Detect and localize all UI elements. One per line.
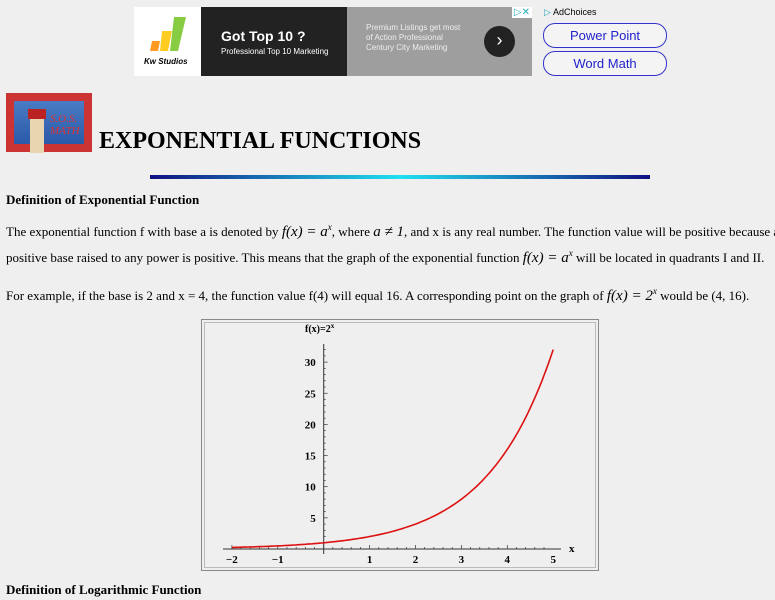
- ad-brand: Kw Studios: [144, 57, 188, 66]
- adchoices-label: AdChoices: [552, 7, 597, 17]
- x-tick-label: −2: [226, 554, 238, 566]
- text: positive base raised to any power is pos…: [6, 250, 523, 265]
- text: , and x is any real number. The function…: [404, 224, 775, 239]
- x-tick-label: −1: [272, 554, 284, 566]
- paragraph-1-line-1: The exponential function f with base a i…: [6, 219, 775, 240]
- formula-text: f(x) = a: [522, 250, 569, 266]
- formula-cond: a ≠ 1: [373, 224, 404, 240]
- lighthouse-lamp: [28, 109, 46, 119]
- advertisement-banner[interactable]: Kw Studios Got Top 10 ? Professional Top…: [134, 7, 532, 76]
- formula-exp: x: [568, 248, 573, 258]
- word-math-button[interactable]: Word Math: [543, 51, 667, 76]
- exp-def-heading: Definition of Exponential Function: [6, 192, 200, 207]
- x-tick-label: 1: [367, 554, 373, 566]
- formula: f(x) = ax: [281, 222, 332, 240]
- page-title: EXPONENTIAL FUNCTIONS: [99, 128, 422, 154]
- formula: f(x) = ax: [522, 248, 573, 266]
- adchoices-icon: ▷: [544, 7, 553, 17]
- bar-logo-icon: [150, 17, 186, 51]
- lighthouse-icon: [30, 115, 44, 153]
- y-tick-label: 15: [305, 451, 317, 463]
- log-def-heading: Definition of Logarithmic Function: [6, 582, 202, 597]
- formula-text: f(x) = a: [281, 224, 328, 240]
- x-tick-label: 5: [550, 554, 556, 566]
- ad-side[interactable]: Premium Listings get most of Action Prof…: [347, 7, 532, 76]
- chevron-right-icon[interactable]: ›: [484, 26, 515, 57]
- paragraph-2: For example, if the base is 2 and x = 4,…: [6, 283, 749, 304]
- text: For example, if the base is 2 and x = 4,…: [6, 288, 607, 303]
- y-tick-label: 5: [310, 513, 316, 525]
- formula-text: f(x) = 2: [606, 288, 653, 304]
- formula-exp: x: [327, 222, 332, 232]
- power-point-button[interactable]: Power Point: [543, 23, 667, 48]
- x-axis-label: x: [569, 543, 575, 555]
- divider: [150, 175, 650, 179]
- text: The exponential function f with base a i…: [6, 224, 282, 239]
- ad-subline: Professional Top 10 Marketing: [221, 47, 329, 56]
- formula-exp: x: [652, 286, 657, 296]
- text: would be (4, 16).: [656, 288, 750, 303]
- series-line: [231, 349, 554, 549]
- ad-headline: Got Top 10 ?: [221, 28, 306, 44]
- paragraph-1-line-2: positive base raised to any power is pos…: [6, 245, 764, 266]
- text: , where: [331, 224, 374, 239]
- exponential-chart: −2 −1 1 2 3 4 5 5 10 15 20 25 30 x f(x)=2x: [201, 319, 599, 571]
- y-axis-label: f(x)=2x: [305, 322, 335, 335]
- ad-main[interactable]: Got Top 10 ? Professional Top 10 Marketi…: [201, 7, 347, 76]
- ad-close-icon[interactable]: ▷✕: [511, 7, 532, 18]
- formula: f(x) = 2x: [606, 286, 657, 304]
- ad-logo: Kw Studios: [134, 7, 201, 76]
- y-tick-label: 30: [305, 357, 317, 369]
- y-tick-label: 25: [305, 388, 317, 400]
- text: will be located in quadrants I and II.: [572, 250, 765, 265]
- x-tick-label: 2: [413, 554, 419, 566]
- chart-svg: −2 −1 1 2 3 4 5 5 10 15 20 25 30 x f(x)=2x: [223, 322, 575, 566]
- adchoices-link[interactable]: ▷ AdChoices: [544, 7, 596, 18]
- x-tick-label: 4: [505, 554, 511, 566]
- ad-side-text: Premium Listings get most of Action Prof…: [366, 23, 461, 52]
- sos-math-logo[interactable]: S.O.S. MATH: [6, 93, 92, 153]
- x-tick-label: 3: [459, 554, 465, 566]
- y-tick-label: 20: [305, 419, 317, 431]
- y-tick-label: 10: [305, 482, 317, 494]
- logo-text: S.O.S. MATH: [50, 113, 80, 137]
- logo-image: S.O.S. MATH: [14, 101, 84, 153]
